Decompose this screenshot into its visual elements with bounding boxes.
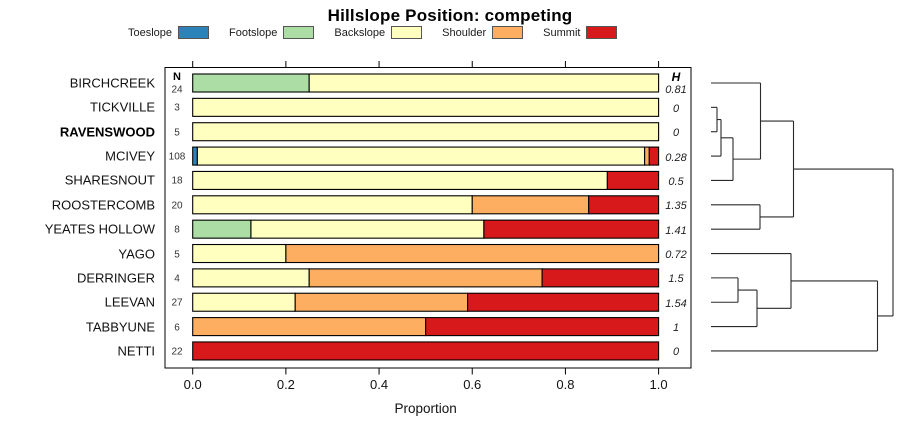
bar-segment-summit: [467, 292, 660, 312]
row-label: SHARESNOUT: [64, 172, 155, 188]
row-n-count: 8: [174, 224, 180, 236]
legend-label: Summit: [543, 26, 581, 39]
bar-segment-backslope: [308, 73, 660, 93]
legend-item-toeslope: Toeslope: [128, 26, 210, 39]
row-label: ROOSTERCOMB: [51, 197, 155, 213]
bar-segment-shoulder: [294, 292, 469, 312]
row-h-value: 0.81: [665, 84, 687, 96]
legend: Toeslope Footslope Backslope Shoulder Summit: [128, 26, 618, 39]
legend-label: Shoulder: [442, 26, 487, 39]
row-n-count: 108: [168, 151, 186, 163]
legend-label: Backslope: [334, 26, 386, 39]
legend-label: Footslope: [229, 26, 278, 39]
bar-segment-backslope: [196, 146, 646, 166]
legend-item-summit: Summit: [543, 26, 618, 39]
legend-swatch-footslope: [283, 26, 315, 39]
bar-segment-backslope: [192, 195, 473, 215]
bar-segment-summit: [425, 317, 660, 337]
bar-segment-summit: [606, 170, 660, 190]
row-label: BIRCHCREEK: [69, 75, 155, 91]
bar-segment-backslope: [192, 292, 296, 312]
x-tick-label: 0.4: [370, 376, 389, 392]
row-h-value: 0: [672, 346, 680, 359]
row-label: RAVENSWOOD: [59, 124, 155, 140]
bar-segment-summit: [588, 195, 660, 215]
bar-segment-shoulder: [644, 146, 650, 166]
legend-swatch-summit: [586, 26, 618, 39]
plot-box: [164, 67, 692, 369]
row-h-value: 1.41: [665, 224, 687, 237]
bar-segment-backslope: [192, 122, 660, 142]
row-h-value: 0: [672, 127, 680, 140]
bar-segment-shoulder: [471, 195, 590, 215]
bar-segment-summit: [192, 341, 660, 361]
row-h-value: 0: [672, 102, 680, 115]
row-label: TABBYUNE: [85, 319, 155, 335]
x-tick-label: 0.8: [556, 376, 575, 392]
bar-segment-toeslope: [192, 146, 198, 166]
row-h-value: 1.54: [665, 297, 687, 310]
x-tick-label: 0.6: [463, 376, 482, 392]
legend-label: Toeslope: [128, 26, 173, 39]
row-n-count: 4: [174, 273, 180, 285]
row-n-count: 20: [171, 200, 183, 212]
bar-segment-summit: [483, 219, 660, 239]
row-n-count: 24: [171, 84, 183, 96]
row-label: TICKVILLE: [89, 99, 155, 115]
x-tick-label: 0.2: [276, 376, 295, 392]
chart-title: Hillslope Position: competing: [327, 6, 573, 25]
row-h-value: 0.5: [668, 175, 684, 188]
bar-segment-backslope: [192, 170, 608, 190]
legend-swatch-toeslope: [178, 26, 210, 39]
legend-item-backslope: Backslope: [334, 26, 423, 39]
row-h-value: 1.5: [668, 273, 684, 286]
legend-item-footslope: Footslope: [229, 26, 315, 39]
row-label: NETTI: [117, 343, 155, 359]
legend-swatch-shoulder: [492, 26, 524, 39]
bar-segment-summit: [648, 146, 660, 166]
h-column-header: H: [671, 70, 681, 84]
row-label: YEATES HOLLOW: [44, 221, 155, 237]
x-axis-label: Proportion: [394, 401, 457, 416]
row-label: YAGO: [118, 246, 155, 262]
row-n-count: 18: [171, 175, 183, 187]
bar-segment-backslope: [250, 219, 485, 239]
bar-segment-backslope: [192, 268, 310, 288]
row-n-count: 27: [171, 297, 183, 309]
row-label: LEEVAN: [104, 294, 155, 310]
bar-segment-backslope: [192, 97, 660, 117]
row-n-count: 6: [174, 322, 180, 334]
bar-segment-shoulder: [192, 317, 427, 337]
row-n-count: 5: [174, 127, 180, 139]
legend-item-shoulder: Shoulder: [442, 26, 524, 39]
legend-swatch-backslope: [391, 26, 423, 39]
row-n-count: 3: [174, 102, 180, 114]
bar-segment-backslope: [192, 243, 287, 264]
n-column-header: N: [173, 71, 181, 83]
bar-segment-footslope: [192, 219, 252, 239]
row-label: MCIVEY: [105, 148, 155, 164]
row-h-value: 1.35: [665, 200, 687, 213]
row-h-value: 0.72: [665, 249, 687, 262]
row-label: DERRINGER: [76, 270, 155, 286]
bar-segment-summit: [541, 268, 660, 288]
row-h-value: 0.28: [665, 151, 687, 164]
row-h-value: 1: [672, 322, 680, 335]
row-n-count: 22: [171, 346, 183, 358]
row-n-count: 5: [174, 249, 180, 261]
x-tick-label: 0.0: [183, 376, 202, 392]
bar-segment-shoulder: [308, 268, 543, 288]
x-tick-label: 1.0: [649, 376, 668, 392]
bar-segment-shoulder: [285, 243, 660, 264]
bar-segment-footslope: [192, 73, 310, 93]
